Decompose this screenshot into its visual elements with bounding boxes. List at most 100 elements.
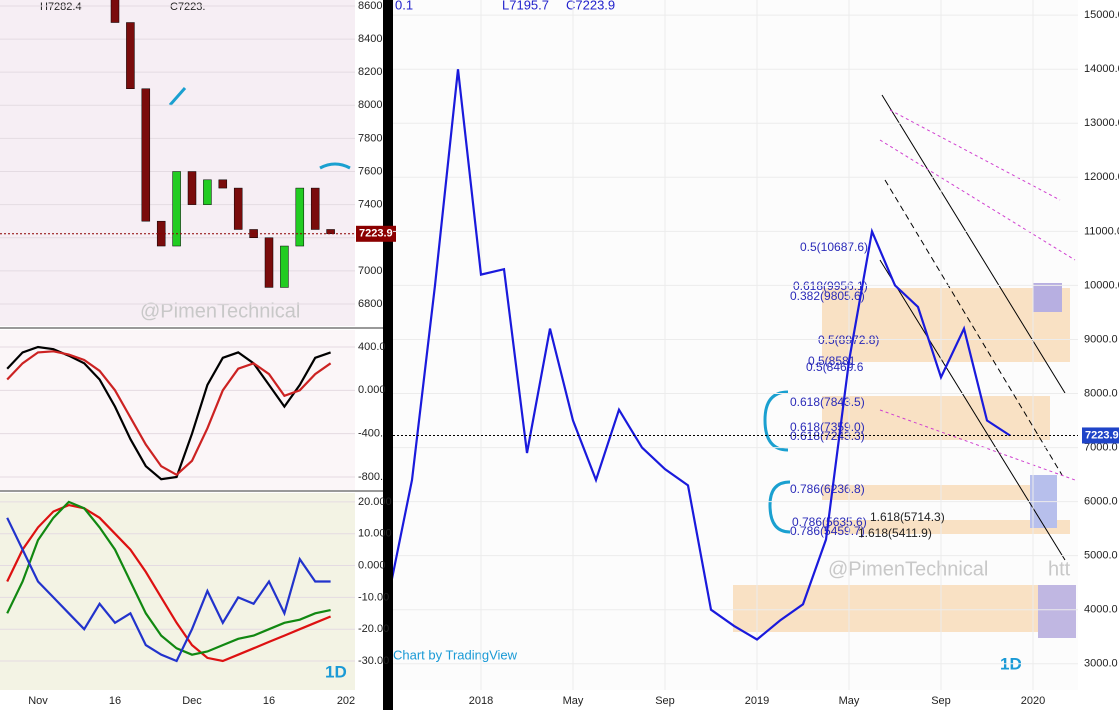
divider — [383, 0, 393, 710]
y-tick-label: -10.00 — [358, 591, 389, 603]
fib-zone — [822, 288, 1070, 362]
candle-body — [203, 179, 212, 205]
channel — [889, 109, 1061, 201]
y-tick-label: 8600 — [358, 0, 382, 12]
fib-label: 1.618(5411.9) — [858, 526, 932, 540]
fib-label: 0.618(7359.0) — [790, 420, 865, 434]
y-tick-label: 4000.0 — [1084, 604, 1118, 616]
fib-zone — [733, 585, 1076, 632]
x-tick-label: May — [839, 695, 860, 707]
x-tick-label: 2020 — [1021, 695, 1045, 707]
last-price-box — [1082, 427, 1119, 444]
bracket — [768, 480, 791, 534]
fib-zone — [822, 520, 1070, 534]
y-tick-label: -800. — [358, 471, 383, 483]
x-tick-label: Sep — [931, 695, 951, 707]
channel — [879, 139, 1076, 261]
fib-label: 0.5(8581 — [808, 354, 856, 368]
y-tick-label: 400.0 — [358, 341, 386, 353]
candle-body — [172, 171, 181, 247]
panel-bg — [0, 0, 355, 326]
y-tick-label: -20.00 — [358, 623, 389, 635]
y-tick-label: 6000.0 — [1084, 496, 1118, 508]
candle-body — [264, 237, 274, 288]
candle-body — [141, 88, 151, 222]
plot — [0, 345, 355, 481]
fib-label: 0.618(7243.3) — [790, 429, 865, 443]
last-price-box — [356, 225, 396, 242]
x-tick-label: 16 — [263, 695, 275, 707]
fib-label: 0.5(8469.6 — [806, 360, 864, 374]
plot — [0, 500, 355, 663]
y-tick-label: -400. — [358, 428, 383, 440]
x-tick-label: 2019 — [745, 695, 769, 707]
series-line — [6, 350, 332, 477]
y-tick-label: 7800 — [358, 132, 382, 144]
y-tick-label: 0.000 — [358, 384, 386, 396]
y-tick-label: 3000.0 — [1084, 658, 1118, 670]
y-tick-label: 15000.0 — [1084, 9, 1119, 21]
fib-label: 0.382(9805.6) — [790, 289, 865, 303]
candle-body — [280, 245, 289, 288]
x-tick-label: Dec — [182, 695, 202, 707]
x-tick-label: 202 — [337, 695, 355, 707]
series-line — [6, 500, 331, 656]
x-tick-label: 2018 — [469, 695, 493, 707]
channel — [879, 409, 1076, 481]
y-tick-label: 8200 — [358, 66, 382, 78]
watermark: @PimenTechnical — [828, 558, 988, 580]
header: C7223. — [170, 1, 205, 13]
zones — [733, 283, 1076, 638]
y-tick-label: 9000.0 — [1084, 333, 1118, 345]
series-line — [393, 69, 1011, 641]
y-tick-label: 8000 — [358, 99, 382, 111]
y-tick-label: 14000.0 — [1084, 63, 1119, 75]
y-tick-label: 6800 — [358, 298, 382, 310]
y-tick-label: 7400 — [358, 199, 382, 211]
fib-label: 0.5(10687.6) — [800, 240, 868, 254]
arrow — [168, 87, 187, 106]
y-tick-label: 0.000 — [358, 559, 386, 571]
y-tick-label: 8400 — [358, 33, 382, 45]
header: H7282.4 — [40, 1, 82, 13]
y-tick-label: 5000.0 — [1084, 550, 1118, 562]
y-tick-label: 10.000 — [358, 528, 392, 540]
trendline — [884, 179, 1063, 476]
y-tick-label: 13000.0 — [1084, 117, 1119, 129]
fib-label: 0.786(5635.6) — [792, 515, 867, 529]
last-price-label: 7223.9 — [359, 228, 393, 240]
panel-bg — [0, 330, 355, 490]
plot — [0, 0, 355, 305]
header: C7223.9 — [566, 0, 615, 12]
x-tick-label: Nov — [28, 695, 48, 707]
candle-body — [310, 187, 320, 230]
target-box — [1038, 585, 1076, 638]
credit: Chart by TradingView — [393, 647, 518, 662]
fib-label: 1.618(5714.3) — [870, 510, 945, 524]
y-tick-label: 7000 — [358, 265, 382, 277]
y-tick-label: -30.00 — [358, 655, 389, 667]
candle-body — [187, 171, 197, 205]
header: 0.1 — [395, 0, 413, 12]
trendline — [881, 94, 1066, 394]
y-tick-label: 12000.0 — [1084, 171, 1119, 183]
trendline — [879, 259, 1066, 561]
plot — [393, 0, 1078, 690]
candle-body — [218, 179, 228, 189]
candle-body — [110, 0, 120, 23]
watermark: htt — [1048, 558, 1071, 580]
interval: 1D — [325, 662, 347, 681]
y-tick-label: 7000.0 — [1084, 441, 1118, 453]
fib-zone — [822, 396, 1050, 440]
candle-body — [326, 229, 335, 235]
y-tick-label: 11000.0 — [1084, 225, 1119, 237]
y-tick-label: 20.000 — [358, 496, 392, 508]
fib-label: 0.786(6236.8) — [790, 482, 865, 496]
last-price-label: 7223.9 — [1085, 429, 1119, 441]
header: L7195.7 — [502, 0, 549, 12]
trendlines — [168, 87, 1076, 561]
y-tick-label: 8000.0 — [1084, 387, 1118, 399]
candle-body — [295, 187, 305, 247]
candle-body — [126, 22, 135, 89]
